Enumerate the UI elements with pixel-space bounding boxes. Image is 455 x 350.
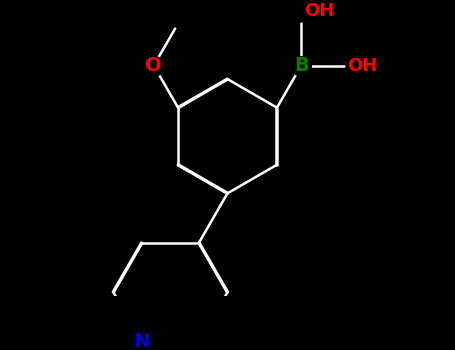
Text: N: N bbox=[134, 332, 150, 350]
Text: B: B bbox=[294, 56, 308, 75]
Text: N: N bbox=[134, 332, 149, 350]
Text: N: N bbox=[134, 332, 149, 350]
Text: OH: OH bbox=[304, 2, 334, 20]
Text: OH: OH bbox=[347, 57, 377, 75]
Text: O: O bbox=[146, 56, 162, 75]
